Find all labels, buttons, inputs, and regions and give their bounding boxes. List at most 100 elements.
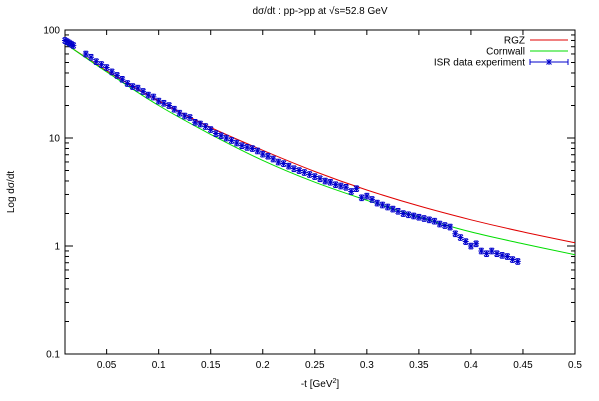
point-marker (223, 135, 230, 141)
data-point (145, 91, 152, 99)
data-point (108, 68, 115, 76)
data-point (264, 152, 271, 160)
point-marker (509, 256, 516, 263)
point-marker (358, 194, 365, 201)
data-point (301, 169, 308, 176)
point-marker (98, 61, 105, 68)
data-point (244, 144, 251, 151)
legend-label: RGZ (504, 36, 525, 47)
data-point (447, 223, 454, 231)
data-point (379, 201, 386, 209)
point-marker (114, 72, 121, 79)
point-marker (296, 167, 303, 174)
point-marker (410, 212, 417, 219)
point-marker (259, 151, 266, 158)
point-marker (62, 37, 68, 44)
data-point (389, 205, 396, 213)
data-point (228, 137, 235, 144)
data-point (155, 97, 162, 105)
point-marker (129, 83, 136, 90)
point-marker (400, 210, 407, 217)
data-point (254, 147, 261, 155)
point-marker (343, 184, 350, 191)
point-marker (108, 68, 115, 75)
point-marker (493, 250, 500, 257)
point-marker (140, 88, 147, 95)
point-marker (264, 153, 271, 160)
y-tick-label: 1 (54, 242, 60, 253)
data-point (93, 58, 100, 65)
point-marker (124, 80, 131, 87)
point-marker (306, 171, 313, 178)
data-point (140, 88, 147, 95)
x-axis-label-main: -t [GeV (301, 379, 333, 390)
y-tick-label: 100 (43, 26, 60, 37)
plot-frame (64, 29, 576, 355)
point-marker (379, 201, 386, 208)
series-points-isr-data-experiment (62, 37, 521, 265)
point-marker (348, 188, 355, 195)
data-point (160, 99, 167, 107)
point-marker (197, 120, 204, 127)
data-point (275, 158, 282, 166)
point-marker (212, 130, 219, 137)
point-marker (436, 220, 443, 227)
data-point (218, 132, 225, 140)
data-point (311, 173, 318, 180)
point-marker (504, 253, 511, 260)
data-point (290, 165, 297, 173)
point-marker (327, 179, 334, 186)
point-marker (452, 230, 459, 237)
x-tick-label: 0.05 (97, 360, 117, 371)
point-marker (337, 182, 344, 189)
data-point (197, 120, 204, 128)
point-marker (176, 110, 183, 117)
y-axis-label: Log dσ/dt (6, 171, 17, 214)
chart-title: dσ/dt : pp->pp at √s=52.8 GeV (252, 5, 387, 17)
point-marker (244, 144, 251, 151)
point-marker (363, 193, 370, 200)
data-point (202, 123, 209, 130)
point-marker (317, 175, 323, 182)
data-point (343, 184, 350, 191)
data-point (441, 222, 448, 229)
point-marker (447, 223, 454, 230)
data-point (405, 211, 412, 219)
data-point (499, 252, 506, 259)
data-point (119, 76, 126, 83)
point-marker (322, 177, 329, 184)
data-point (238, 142, 245, 150)
data-point (317, 175, 323, 183)
point-marker (68, 41, 75, 48)
point-marker (311, 173, 318, 180)
point-marker (228, 137, 235, 144)
data-point (327, 178, 334, 186)
point-marker (473, 240, 480, 247)
point-marker (70, 42, 77, 49)
point-marker (462, 238, 469, 245)
x-tick-label: 0.5 (568, 360, 582, 371)
point-marker (467, 243, 474, 249)
point-marker (233, 139, 240, 146)
data-point (348, 188, 355, 195)
data-point (436, 220, 443, 228)
series-line-rgz (64, 43, 576, 244)
data-point (98, 61, 105, 68)
point-marker (457, 234, 464, 241)
data-point (285, 162, 292, 170)
x-tick-label: 0.15 (201, 360, 221, 371)
data-point (249, 145, 256, 152)
data-point (233, 139, 240, 147)
x-tick-label: 0.2 (256, 360, 270, 371)
data-point (493, 250, 500, 258)
data-point (192, 118, 199, 126)
point-marker (119, 76, 126, 83)
point-marker (238, 142, 245, 149)
data-point (457, 234, 464, 241)
point-marker (426, 216, 433, 223)
x-tick-label: 0.4 (464, 360, 478, 371)
data-point (332, 181, 339, 189)
x-axis-label-close: ] (336, 379, 339, 390)
point-marker (441, 222, 448, 229)
data-point (171, 105, 178, 113)
